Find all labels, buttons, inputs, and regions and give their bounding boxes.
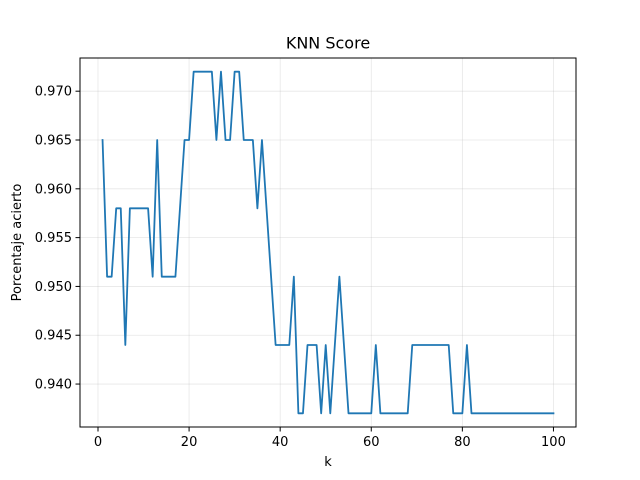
knn-score-series-line [101,70,555,415]
x-tick-label: 40 [272,435,289,450]
tick-layer: 0 20 40 60 80 100 0.940 0.945 0.950 0.955 0.960 0.9… [35,85,566,450]
y-tick-label: 0.955 [35,231,72,246]
x-axis-label: k [324,455,332,470]
y-tick-label: 0.970 [35,85,72,100]
x-tick-label: 0 [94,435,102,450]
y-tick-label: 0.940 [35,378,72,393]
x-tick-label: 80 [454,435,471,450]
y-tick-label: 0.950 [35,280,72,295]
y-tick-label: 0.965 [35,134,72,149]
series-layer [101,70,555,415]
y-tick-label: 0.960 [35,182,72,197]
chart-title: KNN Score [286,34,370,53]
y-axis-label: Porcentaje acierto [10,184,25,302]
plot-frame [79,57,577,428]
y-tick-label: 0.945 [35,329,72,344]
x-tick-label: 100 [541,435,566,450]
grid-layer [80,58,576,427]
x-tick-label: 60 [363,435,380,450]
x-tick-label: 20 [181,435,198,450]
